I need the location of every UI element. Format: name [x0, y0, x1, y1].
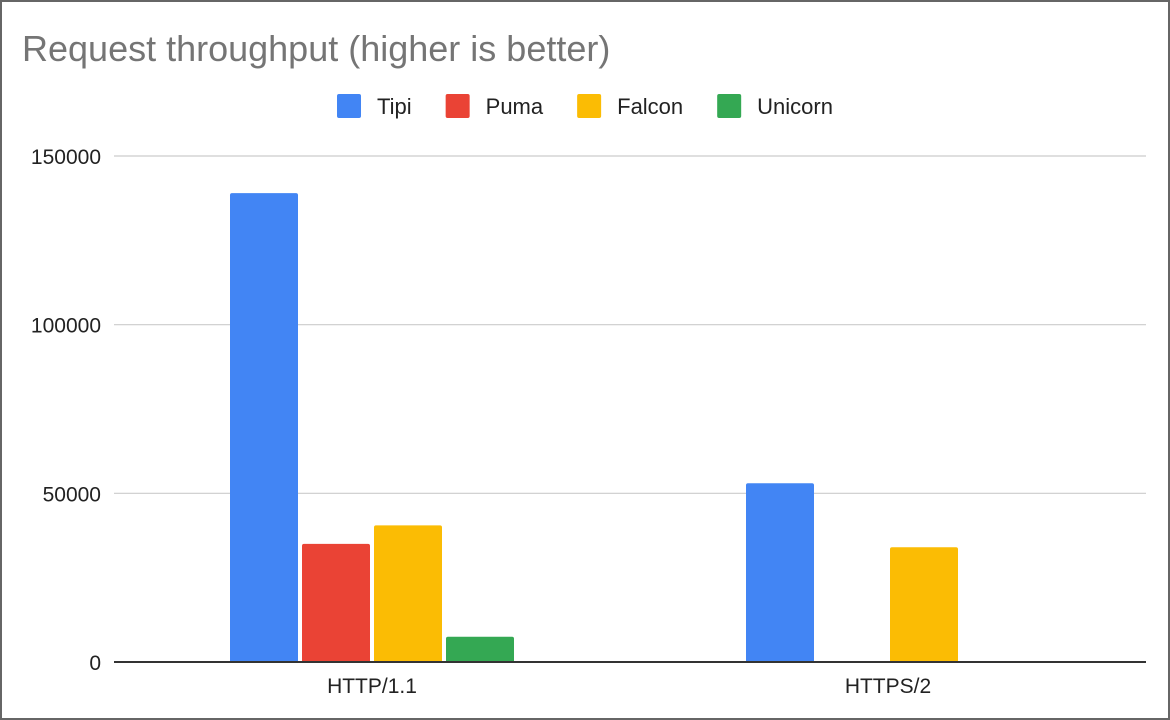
legend-label-tipi: Tipi	[377, 94, 412, 119]
legend-swatch-unicorn	[717, 94, 742, 118]
x-tick-label: HTTP/1.1	[327, 675, 417, 698]
x-tick-label: HTTPS/2	[845, 675, 931, 698]
bar-puma-1	[302, 543, 370, 662]
axes: 0 50000 100000 150000 HTTP/1.1 HTTPS/2	[31, 146, 1146, 698]
y-tick-label: 150000	[31, 146, 101, 169]
bar-falcon-2	[890, 547, 958, 662]
legend-swatch-falcon	[577, 94, 602, 118]
y-tick-label: 100000	[31, 315, 101, 338]
y-tick-label: 0	[89, 652, 101, 675]
bar-unicorn-1	[446, 636, 514, 662]
legend-label-unicorn: Unicorn	[757, 94, 833, 119]
bar-tipi-2	[746, 483, 814, 662]
bar-falcon-1	[374, 525, 442, 662]
legend-label-falcon: Falcon	[617, 94, 683, 119]
bars	[230, 193, 958, 662]
legend: Tipi Puma Falcon Unicorn	[337, 94, 833, 119]
legend-swatch-puma	[445, 94, 470, 118]
bar-tipi-1	[230, 193, 298, 662]
y-tick-label: 50000	[43, 483, 101, 506]
legend-swatch-tipi	[337, 94, 362, 118]
chart-title: Request throughput (higher is better)	[22, 28, 611, 69]
legend-label-puma: Puma	[486, 94, 544, 119]
